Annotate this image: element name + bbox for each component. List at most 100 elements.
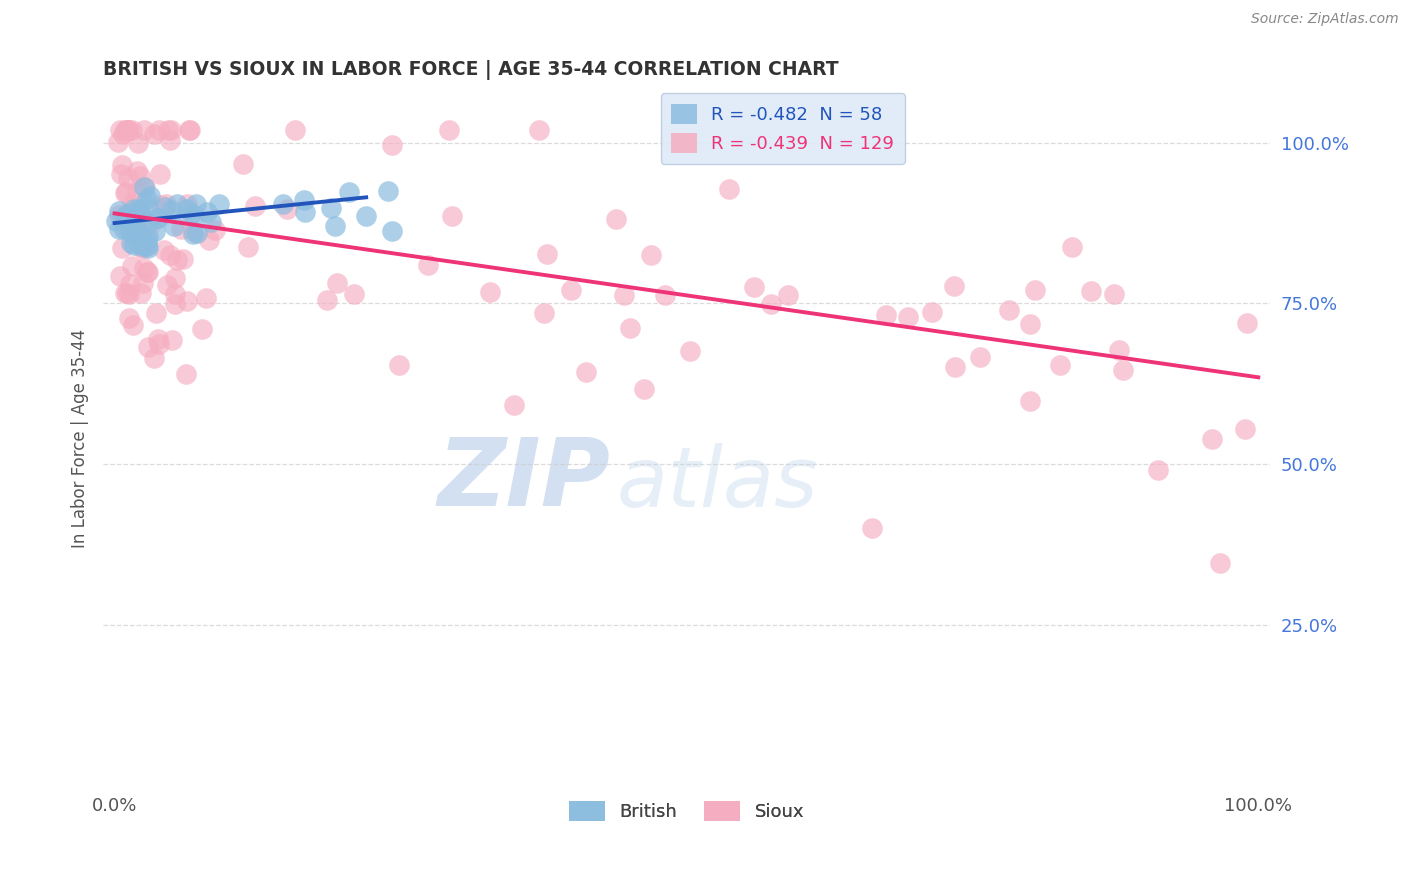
Point bbox=[135, 192, 157, 206]
Point bbox=[945, 359, 967, 374]
Point bbox=[204, 223, 226, 237]
Point bbox=[131, 241, 153, 255]
Point bbox=[110, 168, 132, 182]
Point bbox=[1080, 284, 1102, 298]
Point bbox=[111, 242, 134, 256]
Point bbox=[127, 223, 149, 237]
Point bbox=[654, 287, 676, 301]
Point bbox=[122, 238, 145, 252]
Point bbox=[343, 287, 366, 301]
Point bbox=[195, 291, 218, 305]
Point bbox=[176, 196, 198, 211]
Point bbox=[200, 215, 222, 229]
Point bbox=[181, 224, 204, 238]
Point bbox=[319, 202, 342, 216]
Point bbox=[778, 287, 800, 301]
Point bbox=[112, 213, 135, 227]
Point bbox=[115, 123, 138, 137]
Point bbox=[437, 123, 460, 137]
Point bbox=[134, 123, 156, 137]
Point bbox=[118, 224, 141, 238]
Point bbox=[138, 219, 160, 234]
Point bbox=[120, 277, 142, 291]
Point bbox=[191, 322, 214, 336]
Point bbox=[921, 305, 943, 319]
Point bbox=[120, 235, 142, 250]
Point bbox=[148, 337, 170, 351]
Point bbox=[114, 210, 136, 224]
Point bbox=[143, 351, 166, 365]
Text: ZIP: ZIP bbox=[437, 434, 610, 526]
Point bbox=[1233, 422, 1256, 436]
Point bbox=[127, 202, 149, 217]
Point bbox=[316, 293, 339, 307]
Point bbox=[131, 239, 153, 253]
Point bbox=[146, 211, 169, 226]
Point bbox=[969, 351, 991, 365]
Point bbox=[232, 157, 254, 171]
Point bbox=[160, 333, 183, 347]
Point bbox=[159, 248, 181, 262]
Point bbox=[207, 197, 229, 211]
Point bbox=[146, 211, 169, 225]
Point bbox=[1060, 240, 1083, 254]
Point bbox=[149, 167, 172, 181]
Point bbox=[1111, 363, 1133, 377]
Y-axis label: In Labor Force | Age 35-44: In Labor Force | Age 35-44 bbox=[72, 329, 89, 548]
Point bbox=[860, 521, 883, 535]
Point bbox=[163, 297, 186, 311]
Point bbox=[897, 310, 920, 324]
Point bbox=[114, 186, 136, 200]
Point bbox=[122, 202, 145, 217]
Point bbox=[118, 210, 141, 224]
Point bbox=[139, 189, 162, 203]
Point bbox=[718, 181, 741, 195]
Point bbox=[128, 211, 150, 226]
Point bbox=[112, 221, 135, 235]
Point bbox=[619, 320, 641, 334]
Point bbox=[108, 203, 131, 218]
Point bbox=[138, 241, 160, 255]
Point bbox=[131, 241, 153, 255]
Point bbox=[377, 184, 399, 198]
Point bbox=[153, 243, 176, 257]
Point bbox=[160, 123, 183, 137]
Point bbox=[271, 197, 294, 211]
Point bbox=[165, 271, 187, 285]
Point bbox=[155, 196, 177, 211]
Point bbox=[148, 123, 170, 137]
Point bbox=[129, 203, 152, 218]
Point bbox=[1147, 463, 1170, 477]
Point bbox=[575, 365, 598, 379]
Text: BRITISH VS SIOUX IN LABOR FORCE | AGE 35-44 CORRELATION CHART: BRITISH VS SIOUX IN LABOR FORCE | AGE 35… bbox=[103, 60, 839, 79]
Point bbox=[1236, 316, 1258, 330]
Text: atlas: atlas bbox=[616, 443, 818, 524]
Point bbox=[112, 127, 135, 141]
Point bbox=[157, 123, 180, 137]
Point bbox=[108, 208, 131, 222]
Point bbox=[145, 305, 167, 319]
Point bbox=[117, 123, 139, 137]
Point bbox=[742, 280, 765, 294]
Point bbox=[122, 201, 145, 215]
Point bbox=[276, 202, 298, 216]
Point bbox=[110, 158, 132, 172]
Point bbox=[121, 197, 143, 211]
Point bbox=[560, 283, 582, 297]
Point bbox=[172, 252, 194, 267]
Point bbox=[381, 138, 404, 153]
Point bbox=[183, 208, 205, 222]
Point bbox=[1102, 287, 1125, 301]
Point bbox=[107, 135, 129, 149]
Point bbox=[160, 203, 183, 218]
Point bbox=[135, 234, 157, 248]
Legend: British, Sioux: British, Sioux bbox=[561, 794, 811, 829]
Point bbox=[121, 219, 143, 234]
Point bbox=[166, 197, 188, 211]
Point bbox=[122, 318, 145, 333]
Point bbox=[179, 123, 201, 137]
Point bbox=[117, 123, 139, 137]
Point bbox=[875, 308, 897, 322]
Point bbox=[159, 133, 181, 147]
Point bbox=[292, 193, 315, 207]
